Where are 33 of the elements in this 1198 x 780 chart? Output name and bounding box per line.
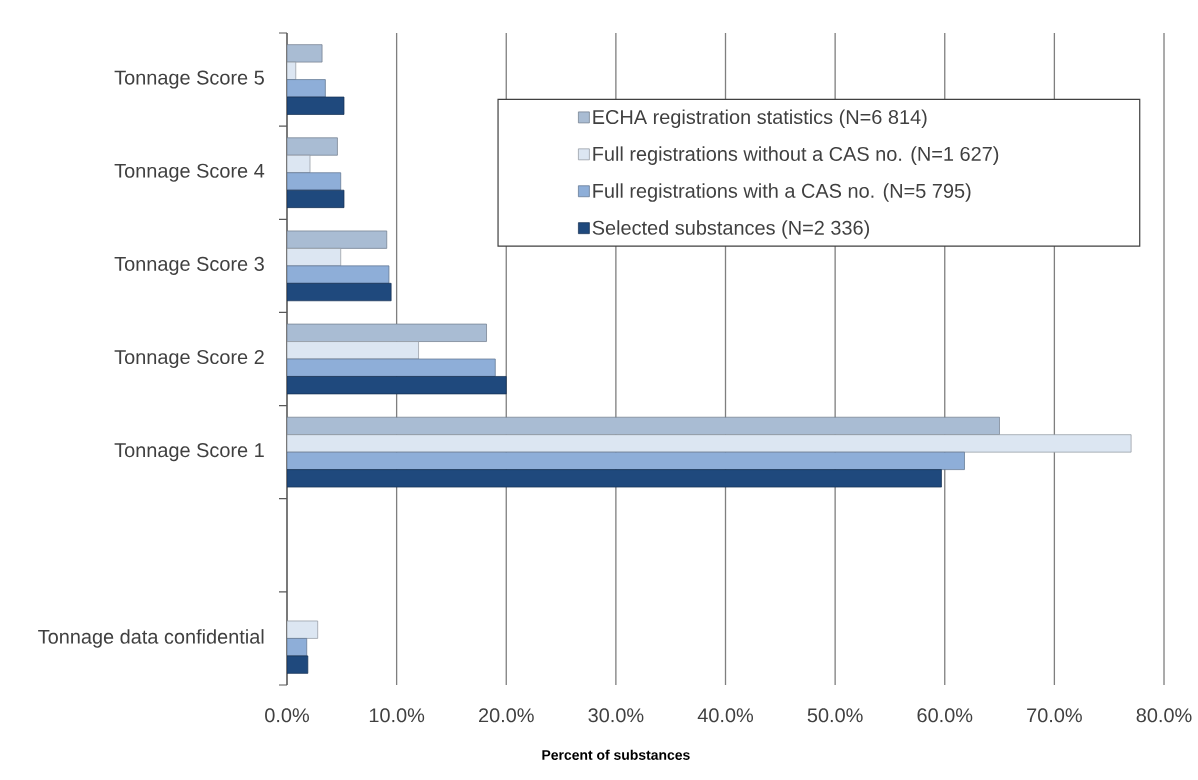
bar [287,172,342,191]
x-tick-label: 20.0% [479,708,534,723]
legend-label: ECHA registration statistics (N=6 814) [593,109,927,129]
x-tick-label: 60.0% [917,708,973,723]
x-tick-label: 70.0% [1027,708,1082,723]
y-tick-label: Tonnage Score 2 [114,349,264,369]
bar [287,434,1132,453]
legend-label: Selected substances (N=2 336) [592,220,870,239]
y-tick-label: Tonnage Score 1 [114,443,264,462]
x-tick-label: 10.0% [369,708,425,723]
y-tick-label: Tonnage Score 4 [114,163,265,182]
bar [287,282,392,302]
bar [287,451,965,470]
x-tick-label: 30.0% [588,708,644,723]
bar [287,469,942,488]
bar [287,265,390,284]
bar [287,230,388,249]
x-axis-title: Percent of substances [542,749,690,760]
x-tick-label: 0.0% [265,708,309,723]
bar [287,323,487,342]
bar [287,376,507,395]
x-tick-label: 40.0% [697,708,754,723]
bar [287,341,419,360]
y-tick-label: Tonnage data confidential [38,629,264,648]
bar [287,358,496,377]
legend-label: Full registrations without a CAS no. (N=1 627) [593,146,999,165]
y-tick-label: Tonnage Score 5 [114,70,264,89]
x-tick-label: 80.0% [1136,708,1192,723]
legend-label: Full registrations with a CAS no. (N=5 795) [593,183,971,202]
y-tick-label: Tonnage Score 3 [114,256,264,275]
bar [287,137,338,156]
x-tick-label: 50.0% [807,708,863,723]
bar [287,416,1000,436]
